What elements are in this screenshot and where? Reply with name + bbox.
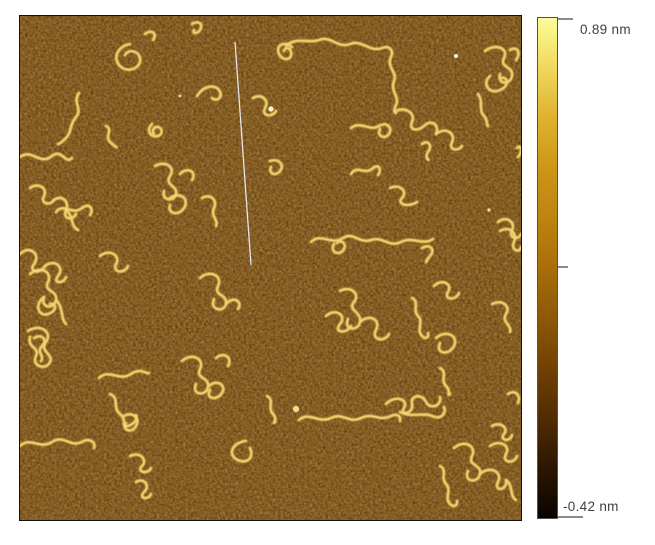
afm-micrograph [19, 15, 522, 521]
bright-particle [487, 208, 491, 212]
colorbar-tick-min [558, 516, 583, 518]
bright-particles [178, 54, 491, 413]
bright-particle [292, 405, 300, 413]
height-colorbar [537, 17, 558, 519]
dna-strands [20, 20, 521, 508]
bright-particle [454, 54, 458, 58]
afm-scan-svg [20, 16, 521, 520]
colorbar-min-label: -0.42 nm [563, 499, 619, 514]
substrate-specks [20, 16, 521, 520]
colorbar-tick-mid [558, 266, 568, 268]
colorbar-max-label: 0.89 nm [580, 22, 631, 37]
measurement-line [234, 41, 252, 266]
bright-particle [268, 106, 274, 112]
colorbar-tick-max [558, 18, 573, 20]
bright-particle [178, 94, 182, 98]
